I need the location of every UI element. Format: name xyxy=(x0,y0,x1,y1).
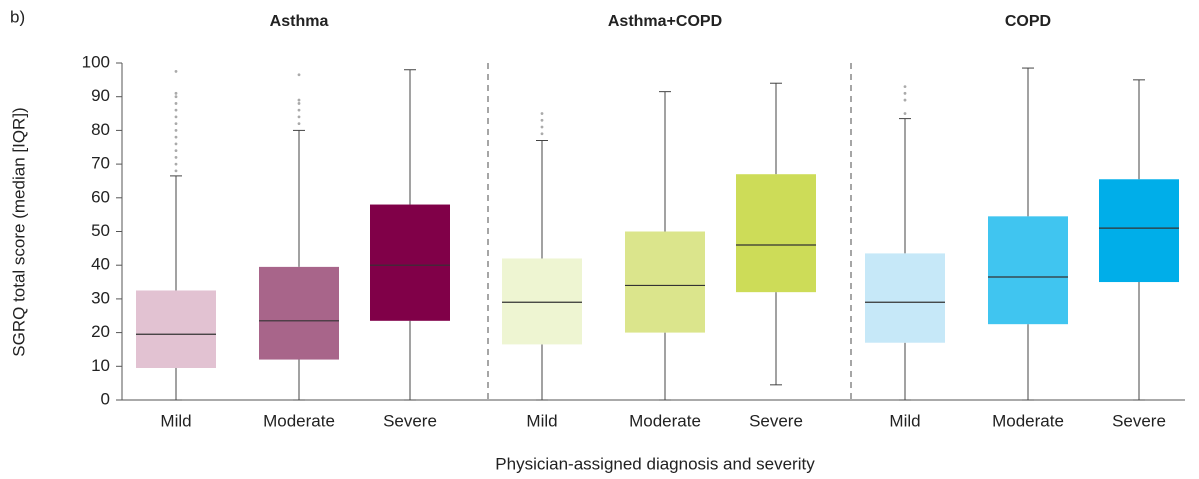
box xyxy=(865,253,945,343)
outlier xyxy=(174,162,178,166)
outlier xyxy=(540,125,544,129)
y-tick-label: 10 xyxy=(91,356,110,375)
outlier xyxy=(174,122,178,126)
y-tick-label: 50 xyxy=(91,221,110,240)
y-tick-label: 100 xyxy=(82,52,110,71)
y-tick-label: 30 xyxy=(91,288,110,307)
outlier xyxy=(174,70,178,73)
y-tick-label: 90 xyxy=(91,86,110,105)
outlier xyxy=(540,118,544,122)
x-tick-label: Mild xyxy=(526,411,557,430)
outlier xyxy=(174,149,178,153)
outlier xyxy=(174,135,178,139)
x-tick-label: Severe xyxy=(1112,411,1166,430)
outlier xyxy=(297,98,301,102)
outlier xyxy=(903,91,907,95)
outlier xyxy=(174,169,178,173)
outlier xyxy=(174,155,178,159)
outlier xyxy=(540,132,544,136)
box xyxy=(736,174,816,293)
panel-label: b) xyxy=(10,7,25,26)
y-tick-label: 80 xyxy=(91,120,110,139)
outlier xyxy=(903,85,907,88)
outlier xyxy=(174,129,178,132)
outlier xyxy=(174,95,178,99)
outlier xyxy=(297,108,301,112)
outlier xyxy=(540,112,544,115)
outlier xyxy=(174,91,178,95)
x-tick-label: Moderate xyxy=(629,411,701,430)
box xyxy=(625,231,705,333)
outlier xyxy=(903,112,907,115)
box xyxy=(988,216,1068,325)
y-tick-label: 60 xyxy=(91,187,110,206)
x-tick-label: Severe xyxy=(383,411,437,430)
x-tick-label: Mild xyxy=(160,411,191,430)
outlier xyxy=(297,115,301,119)
box xyxy=(502,258,582,345)
outlier xyxy=(903,98,907,102)
y-tick-label: 40 xyxy=(91,255,110,274)
outlier xyxy=(174,108,178,112)
x-tick-label: Moderate xyxy=(992,411,1064,430)
group-title: COPD xyxy=(1005,13,1051,30)
y-axis-label: SGRQ total score (median [IQR]) xyxy=(9,107,28,356)
box xyxy=(370,204,450,321)
outlier xyxy=(297,122,301,126)
x-tick-label: Mild xyxy=(889,411,920,430)
outlier xyxy=(174,115,178,119)
outlier xyxy=(174,142,178,146)
x-tick-label: Severe xyxy=(749,411,803,430)
x-axis-label: Physician-assigned diagnosis and severit… xyxy=(495,454,815,473)
box xyxy=(136,290,216,368)
y-tick-label: 20 xyxy=(91,322,110,341)
x-tick-label: Moderate xyxy=(263,411,335,430)
outlier xyxy=(297,73,301,77)
y-tick-label: 70 xyxy=(91,154,110,173)
group-title: Asthma+COPD xyxy=(608,13,722,30)
group-title: Asthma xyxy=(270,13,329,30)
y-tick-label: 0 xyxy=(101,389,110,408)
outlier xyxy=(297,102,301,105)
box xyxy=(259,266,339,360)
box xyxy=(1099,179,1179,283)
outlier xyxy=(174,102,178,105)
